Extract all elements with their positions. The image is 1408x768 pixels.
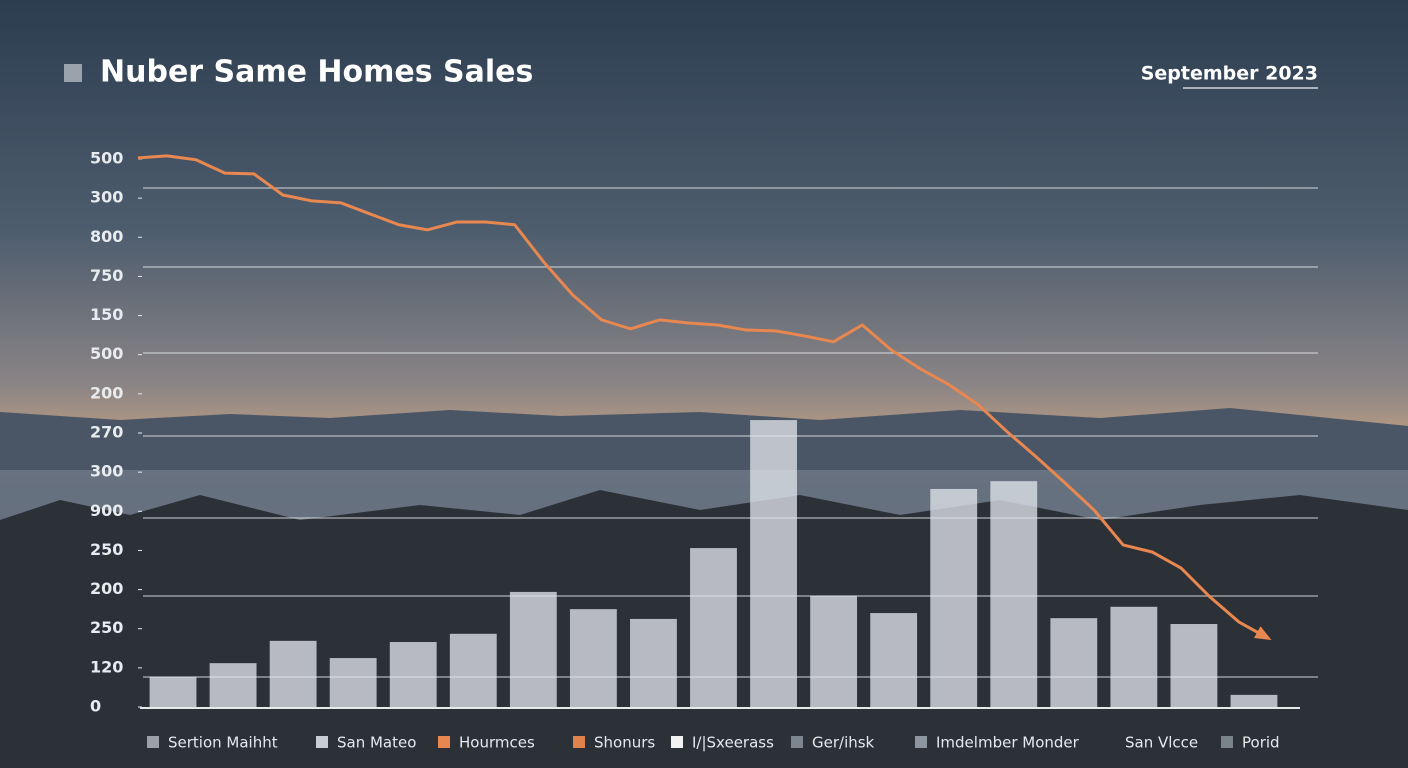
y-tick-label: 270 [90, 423, 123, 442]
chart-title: Nuber Same Homes Sales [100, 55, 533, 90]
bar [449, 633, 497, 707]
bar [209, 663, 257, 707]
y-tick-label: 300 [90, 188, 123, 207]
bar [389, 642, 437, 707]
legend-swatch [147, 736, 159, 748]
bar [990, 481, 1038, 707]
bar [810, 595, 858, 707]
legend-swatch [915, 736, 927, 748]
bar [329, 658, 377, 707]
chart-subtitle: September 2023 [1141, 63, 1318, 85]
mountains [0, 408, 1408, 470]
bar [1110, 606, 1158, 707]
y-tick-label: 900 [90, 501, 123, 520]
trend-line [137, 154, 1269, 640]
bar [750, 420, 797, 707]
y-tick-label: 800 [90, 227, 123, 246]
legend-swatch [573, 736, 585, 748]
y-tick-label: 120 [90, 657, 123, 676]
bar [1230, 694, 1278, 707]
y-tick-label: 250 [90, 618, 123, 637]
bar [569, 609, 617, 707]
y-tick-label: 0 [90, 697, 101, 716]
legend-swatch [671, 736, 683, 748]
bar [690, 548, 737, 707]
legend-label: San Mateo [337, 734, 416, 752]
bar [870, 613, 918, 707]
y-tick-label: 500 [90, 344, 123, 363]
y-tick-label: 250 [90, 540, 123, 559]
bar [1170, 624, 1218, 707]
trend-arrowhead [1254, 626, 1272, 641]
bar [509, 591, 557, 707]
bar [930, 488, 978, 707]
bar [1050, 618, 1098, 707]
legend-label: I/|Sxeerass [692, 734, 774, 752]
legend-label: Shonurs [594, 734, 655, 752]
legend-swatch [1221, 736, 1233, 748]
legend-label: Imdelmber Monder [936, 734, 1080, 752]
legend-label: Ger/ihsk [812, 734, 875, 752]
y-tick-label: 200 [90, 579, 123, 598]
legend-label: Sertion Maihht [168, 734, 278, 752]
legend-swatch [791, 736, 803, 748]
y-tick-label: 750 [90, 266, 123, 285]
y-tick-label: 500 [90, 149, 123, 168]
legend-label: Hourmces [459, 734, 535, 752]
bar [630, 618, 677, 707]
y-tick-label: 300 [90, 462, 123, 481]
y-tick-label: 150 [90, 305, 123, 324]
bar [269, 640, 317, 707]
y-tick-label: 200 [90, 383, 123, 402]
legend-swatch [438, 736, 450, 748]
legend-label: Porid [1242, 734, 1280, 752]
legend-label: San Vlcce [1125, 734, 1198, 752]
legend-swatch [316, 736, 328, 748]
bar [149, 676, 197, 707]
title-icon [64, 64, 82, 82]
